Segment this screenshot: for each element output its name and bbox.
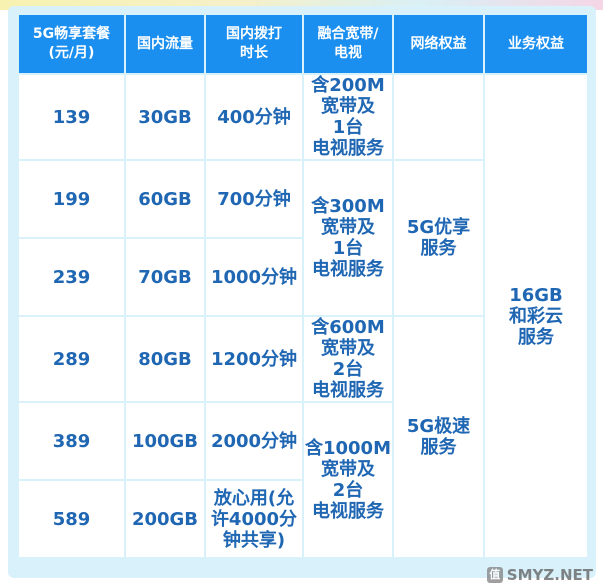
- price-cell: 239: [17, 237, 126, 317]
- table-row: 139 30GB 400分钟 含200M 宽带及 1台 电视服务 16GB 和彩…: [17, 73, 589, 559]
- network-cell: [392, 73, 485, 161]
- minutes-cell: 2000分钟: [204, 401, 304, 481]
- network-cell: 5G极速 服务: [392, 315, 485, 559]
- data-cell: 60GB: [124, 159, 206, 239]
- broadband-cell: 含1000M 宽带及 2台 电视服务: [302, 401, 394, 559]
- network-cell: 5G优享 服务: [392, 159, 485, 317]
- header-broadband: 融合宽带/ 电视: [302, 13, 394, 75]
- broadband-cell: 含200M 宽带及 1台 电视服务: [302, 73, 394, 161]
- watermark-text: SMYZ.NET: [506, 566, 593, 584]
- price-cell: 139: [17, 73, 126, 161]
- business-benefit-cell: 16GB 和彩云 服务: [483, 73, 589, 559]
- watermark-badge-icon: 值: [486, 567, 503, 583]
- header-business: 业务权益: [483, 13, 589, 75]
- table-row: 289 80GB 1200分钟 含600M 宽带及 2台 电视服务 5G极速 服…: [17, 315, 588, 559]
- minutes-cell: 放心用(允 许4000分 钟共享): [204, 479, 304, 559]
- broadband-cell: 含300M 宽带及 1台 电视服务: [302, 159, 394, 317]
- header-plan: 5G畅享套餐 (元/月): [17, 13, 126, 75]
- data-cell: 30GB: [124, 73, 206, 161]
- minutes-cell: 1200分钟: [204, 315, 304, 403]
- data-cell: 80GB: [124, 315, 206, 403]
- table-row: 239 70GB 1000分钟: [17, 237, 588, 317]
- price-cell: 589: [17, 479, 126, 559]
- minutes-cell: 1000分钟: [204, 237, 304, 317]
- minutes-cell: 700分钟: [204, 159, 304, 239]
- table-row: 589 200GB 放心用(允 许4000分 钟共享): [17, 479, 588, 559]
- header-network: 网络权益: [392, 13, 485, 75]
- header-minutes: 国内拨打 时长: [204, 13, 304, 75]
- minutes-cell: 400分钟: [204, 73, 304, 161]
- table-row: 389 100GB 2000分钟 含1000M 宽带及 2台 电视服务: [17, 401, 588, 559]
- price-cell: 289: [17, 315, 126, 403]
- broadband-cell: 含600M 宽带及 2台 电视服务: [302, 315, 394, 403]
- table-row: 199 60GB 700分钟 含300M 宽带及 1台 电视服务 5G优享 服务: [17, 159, 588, 317]
- data-cell: 70GB: [124, 237, 206, 317]
- price-cell: 389: [17, 401, 126, 481]
- watermark: 值 SMYZ.NET: [486, 566, 593, 584]
- data-cell: 100GB: [124, 401, 206, 481]
- header-row: 5G畅享套餐 (元/月) 国内流量 国内拨打 时长 融合宽带/ 电视 网络权益 …: [17, 13, 589, 75]
- header-data: 国内流量: [124, 13, 206, 75]
- plans-table: 5G畅享套餐 (元/月) 国内流量 国内拨打 时长 融合宽带/ 电视 网络权益 …: [17, 13, 589, 559]
- price-cell: 199: [17, 159, 126, 239]
- data-cell: 200GB: [124, 479, 206, 559]
- top-decorative-strip: [0, 0, 603, 10]
